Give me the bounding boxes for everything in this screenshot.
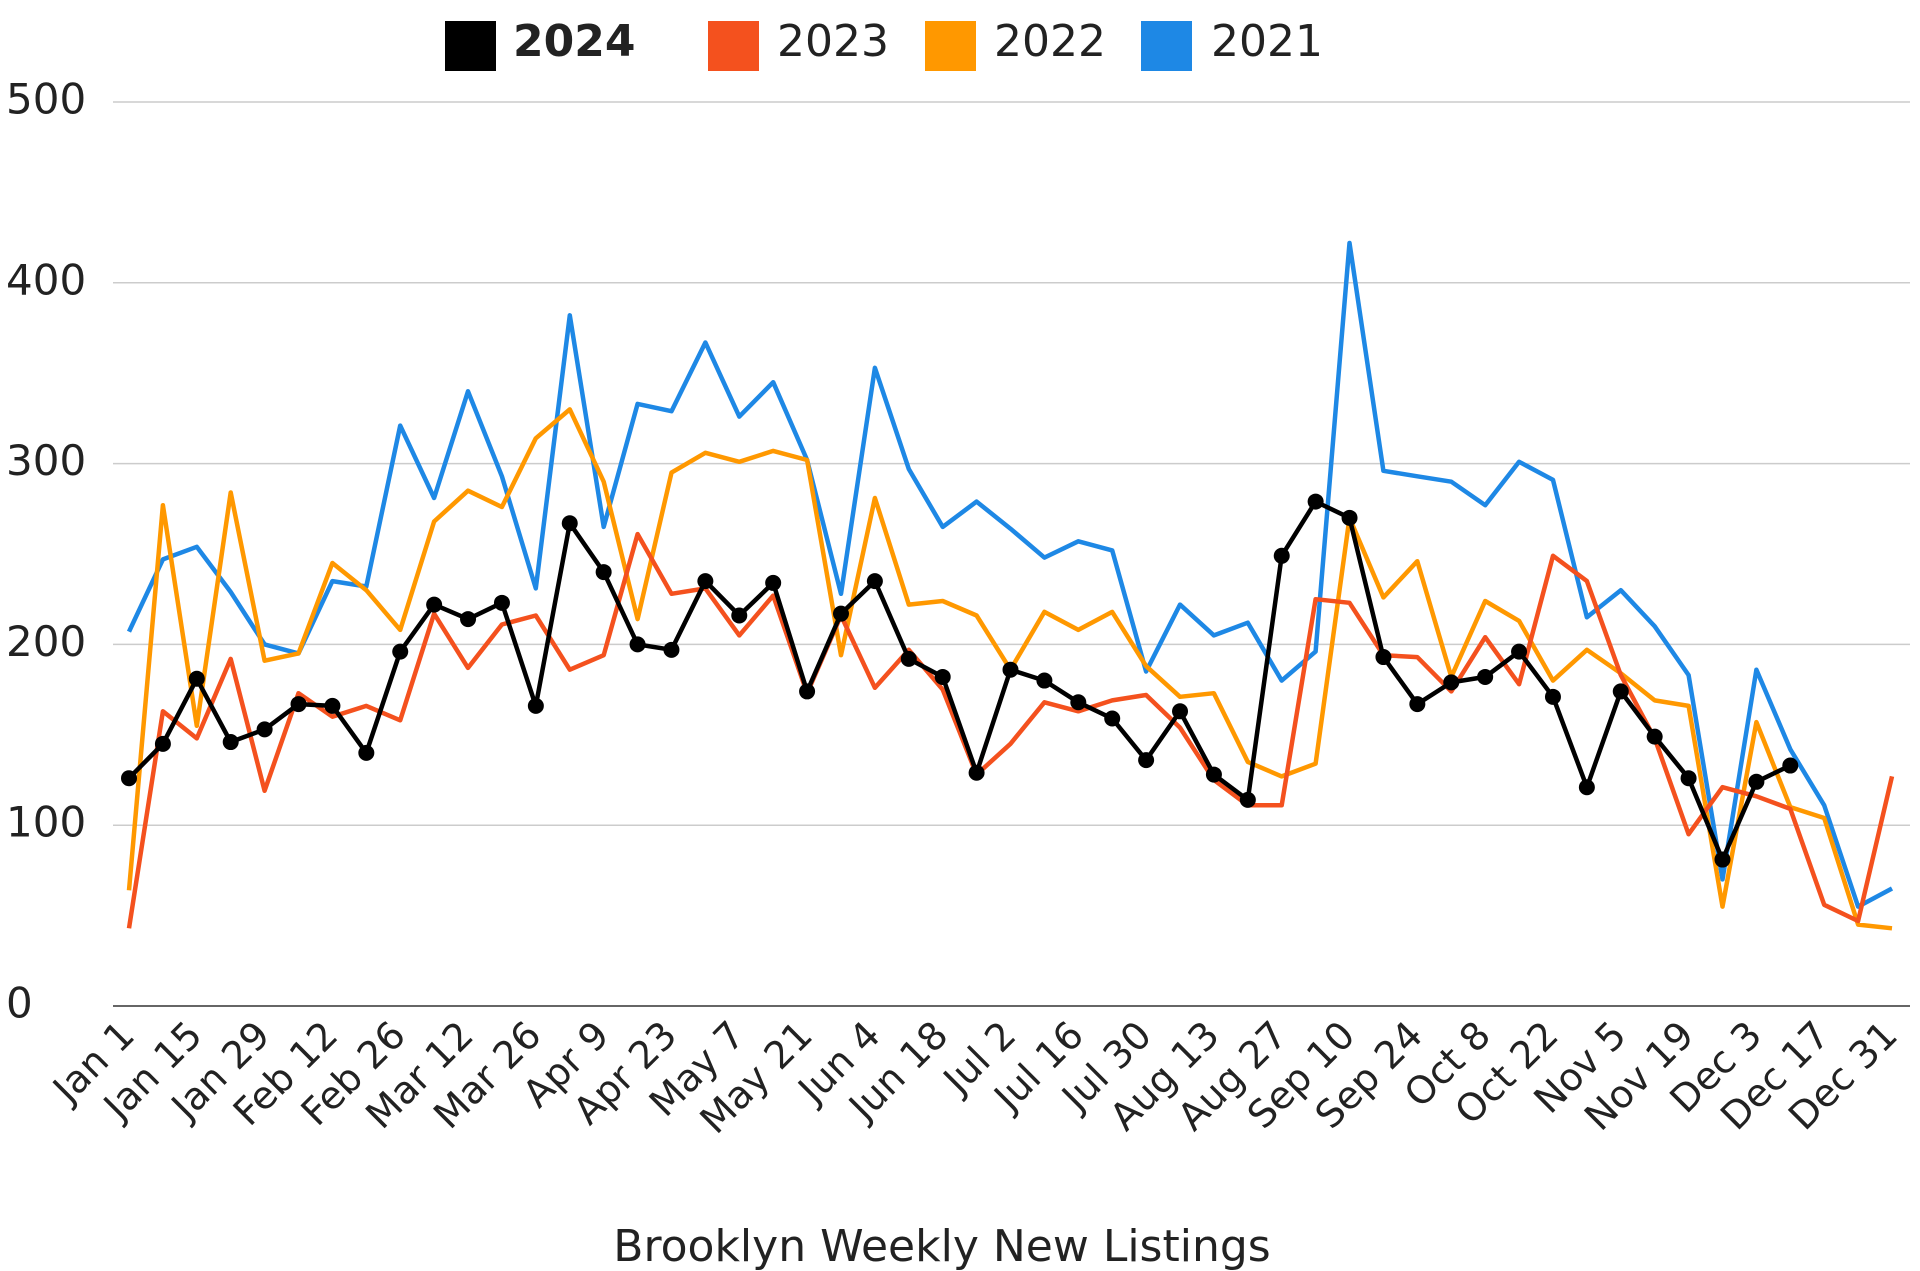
point-marker	[527, 697, 544, 714]
point-marker	[866, 573, 883, 590]
point-marker	[1307, 493, 1324, 510]
point-marker	[1782, 757, 1799, 774]
point-marker	[188, 670, 205, 687]
point-marker	[1002, 661, 1019, 678]
point-marker	[1375, 649, 1392, 666]
point-marker	[121, 770, 137, 787]
series-line	[126, 240, 1894, 909]
series-line	[126, 531, 1895, 929]
point-marker	[1714, 851, 1731, 868]
point-marker	[1104, 710, 1121, 727]
y-tick-label: 200	[6, 617, 86, 666]
point-marker	[1612, 683, 1629, 700]
point-marker	[1409, 696, 1426, 713]
legend-swatch	[925, 21, 976, 71]
legend-swatch	[1141, 21, 1192, 71]
y-tick-label: 300	[6, 436, 86, 485]
y-tick-label: 100	[6, 798, 86, 847]
point-marker	[1239, 791, 1256, 808]
y-tick-label: 400	[6, 255, 86, 304]
legend-label: 2024	[513, 16, 635, 67]
point-marker	[934, 668, 951, 685]
point-marker	[1341, 509, 1358, 526]
point-marker	[1205, 766, 1222, 783]
point-marker	[1273, 547, 1290, 564]
legend-swatch	[445, 21, 496, 71]
series-line	[127, 499, 1792, 862]
y-tick-label: 500	[6, 75, 86, 124]
point-marker	[1748, 773, 1765, 790]
y-tick-label: 0	[6, 979, 33, 1028]
point-marker	[392, 643, 409, 660]
point-marker	[629, 636, 646, 653]
legend-label: 2023	[777, 16, 889, 67]
point-marker	[765, 574, 782, 591]
point-marker	[1646, 728, 1663, 745]
point-marker	[460, 611, 477, 628]
legend-label: 2021	[1211, 16, 1323, 67]
point-marker	[1070, 694, 1087, 711]
point-marker	[426, 596, 443, 613]
point-marker	[1036, 672, 1053, 689]
chart-title: Brooklyn Weekly New Listings	[613, 1221, 1270, 1271]
point-marker	[222, 734, 239, 751]
point-marker	[968, 764, 985, 781]
point-marker	[1443, 674, 1460, 691]
legend-label: 2022	[994, 16, 1106, 67]
legend-swatch	[708, 21, 759, 71]
point-marker	[663, 641, 680, 658]
point-marker	[290, 696, 307, 713]
point-marker	[595, 564, 612, 581]
point-marker	[154, 735, 171, 752]
point-marker	[1544, 688, 1561, 705]
point-marker	[900, 650, 917, 667]
point-marker	[1477, 668, 1494, 685]
point-marker	[1138, 752, 1155, 769]
point-marker	[1511, 643, 1528, 660]
point-marker	[256, 721, 273, 738]
point-marker	[324, 697, 341, 714]
point-marker	[1578, 779, 1595, 796]
point-marker	[1172, 703, 1189, 720]
point-marker	[697, 573, 714, 590]
point-marker	[1680, 770, 1697, 787]
point-marker	[832, 605, 849, 622]
point-marker	[799, 683, 816, 700]
point-marker	[561, 515, 578, 532]
point-marker	[731, 607, 748, 624]
point-marker	[358, 744, 375, 761]
point-marker	[493, 594, 510, 611]
